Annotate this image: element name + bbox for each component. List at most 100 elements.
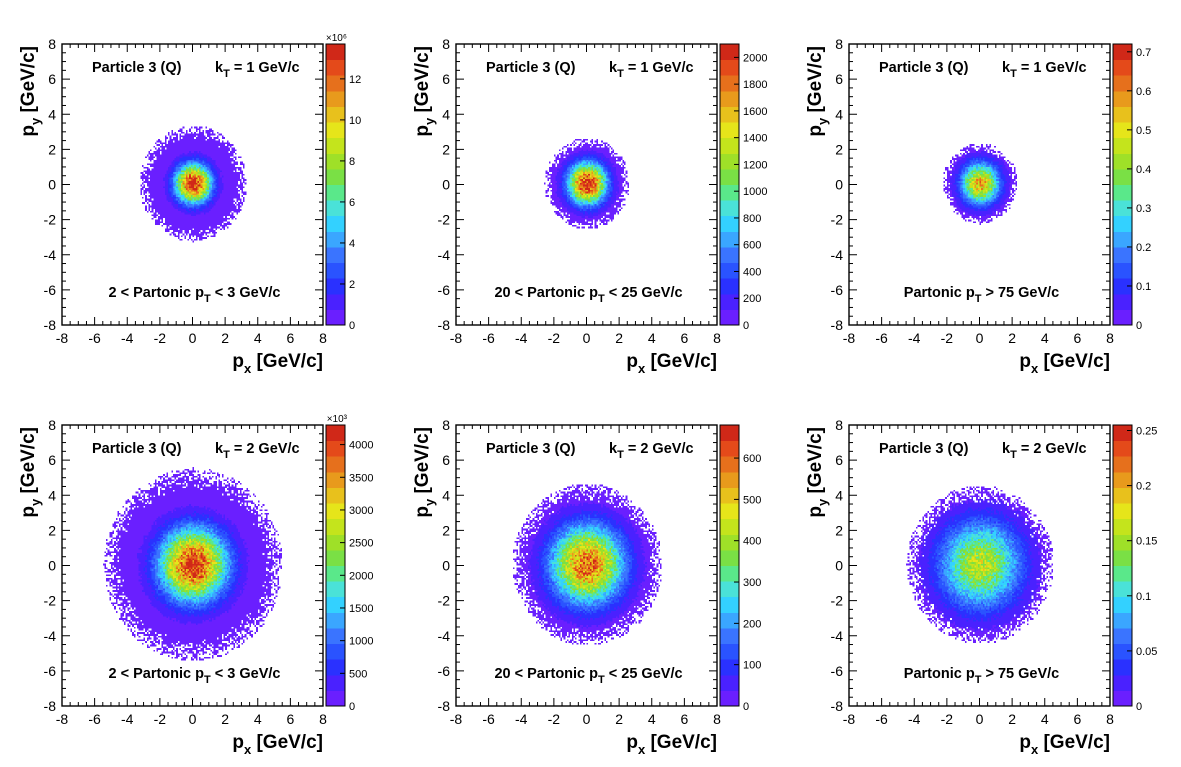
heatmap-cell xyxy=(606,176,608,178)
heatmap-cell xyxy=(591,214,593,216)
heatmap-cell xyxy=(240,200,242,202)
heatmap-cell xyxy=(191,211,193,213)
heatmap-cell xyxy=(604,213,606,215)
heatmap-cell xyxy=(162,216,164,218)
heatmap-cell xyxy=(573,185,575,187)
heatmap-cell xyxy=(587,190,589,192)
heatmap-cell xyxy=(179,151,181,153)
heatmap-cell xyxy=(559,181,561,183)
heatmap-cell xyxy=(196,207,198,209)
heatmap-cell xyxy=(207,209,209,211)
heatmap-cell xyxy=(588,158,590,160)
heatmap-cell xyxy=(238,186,240,188)
heatmap-cell xyxy=(217,197,219,199)
heatmap-cell xyxy=(585,153,587,155)
heatmap-cell xyxy=(591,220,593,222)
heatmap-cell xyxy=(567,156,569,158)
heatmap-cell xyxy=(158,155,160,157)
heatmap-cell xyxy=(215,137,217,139)
heatmap-cell xyxy=(186,146,188,148)
heatmap-cell xyxy=(611,174,613,176)
heatmap-cell xyxy=(153,192,155,194)
heatmap-cell xyxy=(202,134,204,136)
heatmap-cell xyxy=(202,211,204,213)
heatmap-cell xyxy=(222,163,224,165)
heatmap-cell xyxy=(583,223,585,225)
heatmap-cell xyxy=(575,149,577,151)
heatmap-cell xyxy=(600,163,602,165)
heatmap-cell xyxy=(147,172,149,174)
heatmap-cell xyxy=(601,155,603,157)
heatmap-cell xyxy=(210,221,212,223)
heatmap-cell xyxy=(614,181,616,183)
heatmap-cell xyxy=(232,188,234,190)
heatmap-cell xyxy=(179,155,181,157)
heatmap-cell xyxy=(201,142,203,144)
heatmap-cell xyxy=(215,193,217,195)
heatmap-cell xyxy=(153,200,155,202)
heatmap-cell xyxy=(204,206,206,208)
heatmap-cell xyxy=(611,169,613,171)
heatmap-cell xyxy=(155,160,157,162)
heatmap-cell xyxy=(593,204,595,206)
heatmap-cell xyxy=(593,202,595,204)
heatmap-cell xyxy=(559,167,561,169)
heatmap-cell xyxy=(153,169,155,171)
heatmap-cell xyxy=(150,163,152,165)
heatmap-cell xyxy=(191,213,193,215)
heatmap-cell xyxy=(207,232,209,234)
heatmap-cell xyxy=(578,151,580,153)
heatmap-cell xyxy=(552,181,554,183)
heatmap-cell xyxy=(199,170,201,172)
heatmap-cell xyxy=(201,169,203,171)
heatmap-cell xyxy=(162,174,164,176)
heatmap-cell xyxy=(199,204,201,206)
heatmap-cell xyxy=(209,193,211,195)
heatmap-cell xyxy=(619,158,621,160)
heatmap-cell xyxy=(225,149,227,151)
heatmap-cell xyxy=(215,225,217,227)
heatmap-cell xyxy=(201,209,203,211)
heatmap-cell xyxy=(142,165,144,167)
heatmap-cell xyxy=(215,155,217,157)
heatmap-cell xyxy=(207,186,209,188)
heatmap-cell xyxy=(609,167,611,169)
heatmap-cell xyxy=(587,179,589,181)
heatmap-cell xyxy=(165,207,167,209)
heatmap-cell xyxy=(222,165,224,167)
heatmap-cell xyxy=(152,200,154,202)
heatmap-cell xyxy=(166,170,168,172)
heatmap-cell xyxy=(163,169,165,171)
heatmap-cell xyxy=(598,162,600,164)
heatmap-cell xyxy=(196,204,198,206)
heatmap-cell xyxy=(567,192,569,194)
heatmap-cell xyxy=(147,190,149,192)
heatmap-cell xyxy=(171,232,173,234)
heatmap-cell xyxy=(179,144,181,146)
heatmap-cell xyxy=(199,186,201,188)
heatmap-cell xyxy=(173,144,175,146)
heatmap-cell xyxy=(183,181,185,183)
heatmap-cell xyxy=(204,216,206,218)
heatmap-cell xyxy=(197,197,199,199)
heatmap-cell xyxy=(210,163,212,165)
heatmap-cell xyxy=(215,141,217,143)
heatmap-cell xyxy=(186,176,188,178)
heatmap-cell xyxy=(583,207,585,209)
heatmap-cell xyxy=(587,183,589,185)
heatmap-cell xyxy=(556,185,558,187)
heatmap-cell xyxy=(199,148,201,150)
heatmap-cell xyxy=(160,193,162,195)
heatmap-cell xyxy=(227,209,229,211)
heatmap-cell xyxy=(604,148,606,150)
heatmap-cell xyxy=(220,174,222,176)
heatmap-cell xyxy=(210,190,212,192)
heatmap-cell xyxy=(564,188,566,190)
heatmap-cell xyxy=(601,199,603,201)
heatmap-cell xyxy=(219,218,221,220)
heatmap-cell xyxy=(587,204,589,206)
heatmap-cell xyxy=(228,218,230,220)
heatmap-cell xyxy=(215,149,217,151)
heatmap-cell xyxy=(608,170,610,172)
heatmap-cell xyxy=(148,207,150,209)
